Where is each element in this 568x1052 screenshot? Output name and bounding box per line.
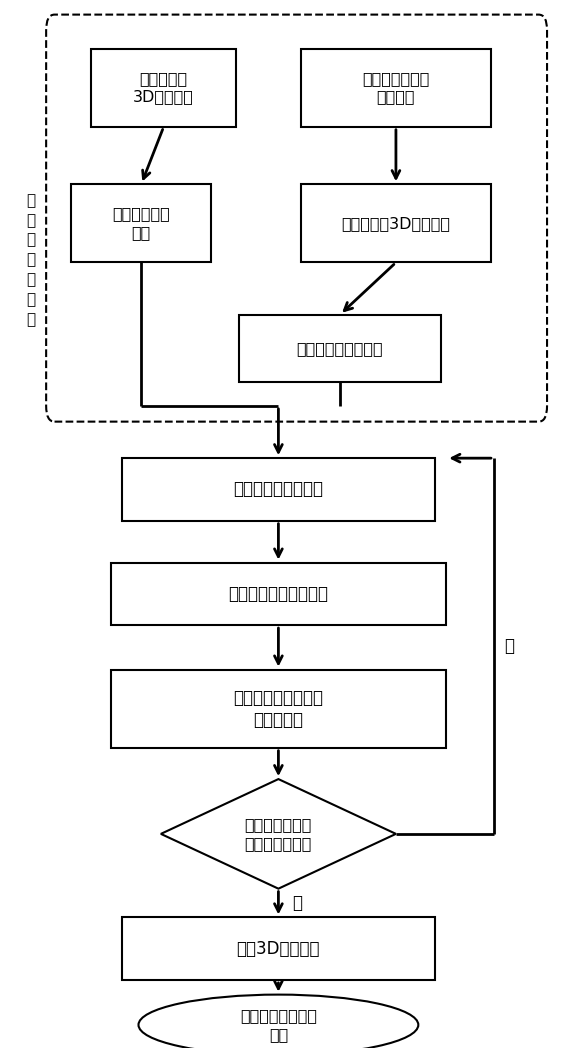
- Text: 夹具组件的安放定位: 夹具组件的安放定位: [296, 341, 383, 356]
- FancyBboxPatch shape: [91, 48, 236, 127]
- FancyBboxPatch shape: [301, 48, 491, 127]
- FancyBboxPatch shape: [239, 315, 441, 383]
- Text: 填充边界内实体区域
的整体定型: 填充边界内实体区域 的整体定型: [233, 689, 323, 729]
- Text: 夹具组件的3D扫描建模: 夹具组件的3D扫描建模: [341, 216, 450, 230]
- Text: 目标模型的切片分层: 目标模型的切片分层: [233, 481, 323, 499]
- FancyBboxPatch shape: [122, 459, 435, 521]
- FancyBboxPatch shape: [301, 184, 491, 263]
- Text: 模
型
构
建
与
定
位: 模 型 构 建 与 定 位: [27, 193, 36, 327]
- Text: 为预制基座安装
定位夹具: 为预制基座安装 定位夹具: [362, 70, 429, 104]
- Ellipse shape: [139, 994, 418, 1052]
- Text: 否: 否: [504, 638, 514, 655]
- Text: 是否填平补齐了
预制基座的顶面: 是否填平补齐了 预制基座的顶面: [245, 817, 312, 851]
- Text: 是: 是: [293, 894, 302, 912]
- Text: 成型目标模型
设计: 成型目标模型 设计: [112, 206, 170, 240]
- Text: 获得含预制基座的
制品: 获得含预制基座的 制品: [240, 1008, 317, 1041]
- FancyBboxPatch shape: [122, 917, 435, 980]
- FancyBboxPatch shape: [111, 669, 446, 748]
- Polygon shape: [161, 780, 396, 889]
- FancyBboxPatch shape: [72, 184, 211, 263]
- Text: 逐层堆积成型边界曲线: 逐层堆积成型边界曲线: [228, 585, 328, 603]
- FancyBboxPatch shape: [111, 563, 446, 625]
- Text: 常规3D打印成型: 常规3D打印成型: [237, 939, 320, 957]
- Text: 预制基座的
3D扫描建模: 预制基座的 3D扫描建模: [133, 70, 194, 104]
